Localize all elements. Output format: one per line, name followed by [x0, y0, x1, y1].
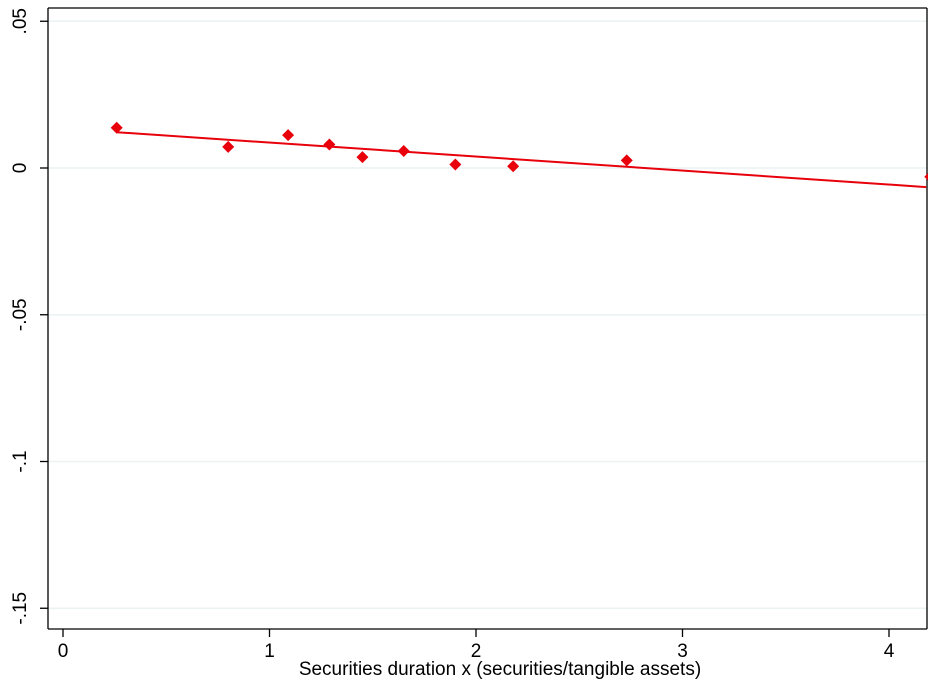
data-point: [397, 144, 410, 157]
data-point: [507, 160, 520, 173]
data-point: [449, 158, 462, 171]
axes: [47, 7, 928, 630]
tick-marks: .05 0 -.05 -.1 -.15 0 1 2 3 4: [10, 8, 895, 662]
y-tick-label: .05: [10, 8, 31, 34]
data-point: [323, 138, 336, 151]
data-point: [222, 140, 235, 153]
x-axis-title: Securities duration x (securities/tangib…: [299, 659, 701, 680]
data-point: [110, 121, 123, 134]
data-point: [924, 173, 928, 181]
grid-lines: [48, 20, 927, 609]
fit-line: [116, 131, 927, 189]
y-tick-label: 0: [10, 163, 31, 174]
y-tick-label: -.1: [10, 450, 31, 472]
x-tick-label: 4: [884, 641, 895, 662]
x-tick-label: 0: [58, 641, 69, 662]
x-tick-label: 2: [471, 641, 482, 662]
x-tick-label: 1: [264, 641, 275, 662]
x-tick-label: 3: [677, 641, 688, 662]
y-tick-label: -.05: [10, 298, 31, 331]
data-point: [620, 154, 633, 167]
y-tick-label: -.15: [10, 592, 31, 625]
data-series: [110, 121, 928, 189]
data-point: [356, 151, 369, 164]
data-point: [282, 129, 295, 142]
